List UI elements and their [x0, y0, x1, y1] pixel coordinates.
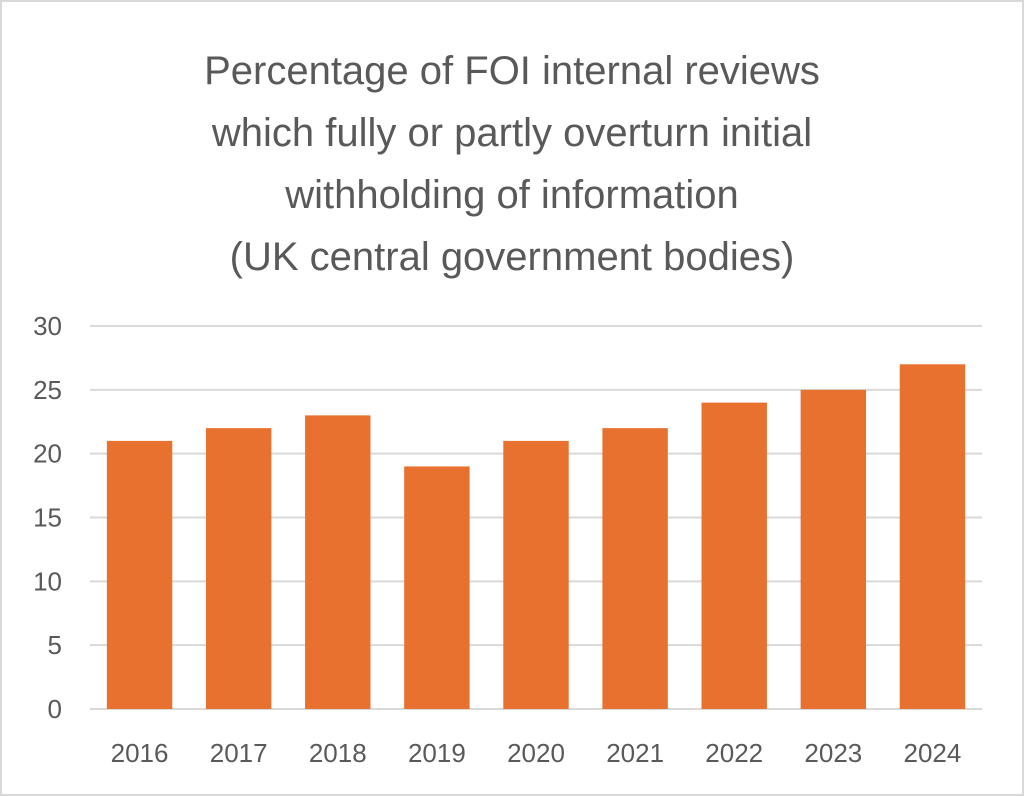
bar-2020 [503, 440, 569, 709]
y-tick-label-10: 10 [33, 566, 62, 596]
x-tick-label-2020: 2020 [507, 738, 565, 768]
y-tick-label-30: 30 [33, 311, 62, 341]
y-tick-label-0: 0 [48, 694, 62, 724]
y-tick-label-20: 20 [33, 439, 62, 469]
chart-title-line-4: (UK central government bodies) [229, 235, 795, 279]
x-tick-label-2017: 2017 [210, 738, 268, 768]
x-tick-label-2023: 2023 [804, 738, 862, 768]
chart-title-line-2: which fully or partly overturn initial [211, 111, 813, 155]
bar-2022 [701, 402, 767, 709]
chart-title-line-1: Percentage of FOI internal reviews [204, 49, 820, 93]
bar-2018 [305, 415, 371, 709]
x-tick-label-2022: 2022 [705, 738, 763, 768]
x-tick-label-2019: 2019 [408, 738, 466, 768]
bar-2017 [205, 428, 272, 709]
x-tick-label-2021: 2021 [606, 738, 664, 768]
bar-2021 [602, 428, 668, 709]
y-tick-label-5: 5 [48, 630, 62, 660]
x-tick-label-2024: 2024 [904, 738, 962, 768]
bar-2023 [800, 389, 867, 709]
chart-title: Percentage of FOI internal reviews which… [0, 40, 1024, 288]
bar-2016 [106, 440, 173, 709]
x-tick-label-2016: 2016 [111, 738, 169, 768]
y-tick-label-25: 25 [33, 375, 62, 405]
bar-2019 [404, 466, 470, 709]
chart-title-line-3: withholding of information [285, 173, 739, 217]
x-tick-label-2018: 2018 [309, 738, 367, 768]
bar-2024 [899, 364, 966, 709]
y-tick-label-15: 15 [33, 503, 62, 533]
